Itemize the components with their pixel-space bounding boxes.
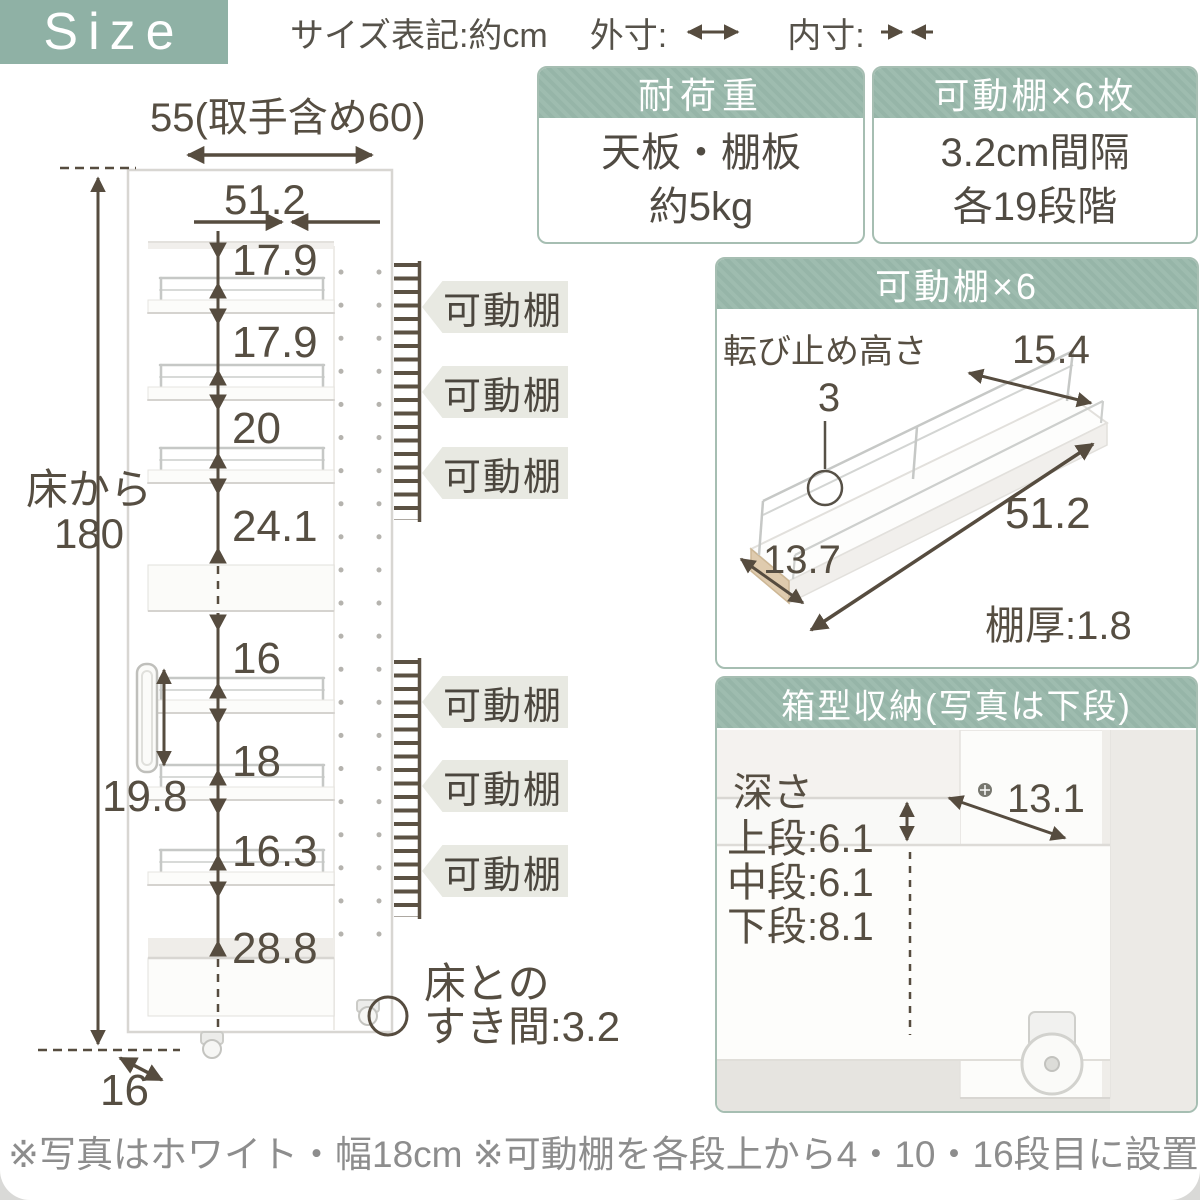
outer-dim-arrow-icon (686, 24, 740, 40)
movable-shelf-tag-2: 可動棚 (422, 366, 568, 418)
shelf-slot-comb-upper (394, 261, 422, 522)
footnote: ※写真はホワイト・幅18cm ※可動棚を各段上から4・10・16段目に設置した場… (8, 1134, 1200, 1175)
caster-left (200, 1031, 224, 1059)
box-upper-depth: 上段:6.1 (727, 817, 874, 861)
tag-label: 可動棚 (442, 375, 563, 418)
size-badge: Size (0, 0, 228, 64)
movable-shelf-tag-5: 可動棚 (422, 760, 568, 812)
shelf-count-title: 可動棚×6枚 (933, 75, 1137, 116)
gap-label-8: 28.8 (232, 924, 318, 973)
box-storage-card: 箱型収納(写真は下段) (715, 676, 1198, 1113)
movable-shelves (147, 276, 335, 886)
movable-shelf-tag-6: 可動棚 (422, 845, 568, 897)
inner-width-label: 51.2 (224, 176, 306, 223)
movable-shelf-detail-card: 可動棚×6 転び止め高さ 3 15.4 (715, 257, 1199, 669)
stopper-height-label: 転び止め高さ (723, 333, 927, 371)
shelf-length-value: 51.2 (1005, 489, 1091, 538)
depth-label: 16 (100, 1066, 149, 1115)
movable-shelf-detail-title: 可動棚×6 (874, 266, 1040, 307)
floor-gap-label-line1: 床との (424, 960, 550, 1007)
fixed-divider (147, 564, 335, 612)
handle-length-label: 19.8 (102, 772, 188, 821)
movable-shelf-tag-1: 可動棚 (422, 281, 568, 333)
load-capacity-card-body: 天板・棚板 約5kg (539, 118, 863, 242)
shelf-board-illustration (739, 349, 1109, 632)
handle (135, 662, 159, 774)
movable-shelf-detail-header: 可動棚×6 (717, 259, 1197, 309)
floor-height-value: 180 (53, 510, 125, 557)
box-lower-depth: 下段:8.1 (727, 905, 874, 949)
shelf-count-card-header: 可動棚×6枚 (874, 68, 1196, 118)
dimension-lines (38, 145, 409, 1082)
tag-label: 可動棚 (442, 456, 563, 499)
inner-dim-label: 内寸: (787, 16, 865, 55)
size-notation-label: サイズ表記:約cm (290, 16, 548, 55)
bottom-box (147, 938, 335, 1017)
tag-label: 可動棚 (442, 290, 563, 333)
size-legend: サイズ表記:約cm 外寸: 内寸: (290, 8, 935, 56)
tag-label: 可動棚 (442, 769, 563, 812)
shelf-count-card-body: 3.2cm間隔 各19段階 (874, 118, 1196, 242)
inner-dim-arrow-icon (880, 24, 933, 40)
tag-label: 可動棚 (442, 854, 563, 897)
movable-shelf-tag-3: 可動棚 (422, 447, 568, 499)
shelf-count-line2: 各19段階 (952, 185, 1118, 229)
shelf-slot-comb-lower (394, 658, 422, 919)
gap-label-1: 17.9 (232, 236, 318, 285)
top-width-label: 55(取手含め60) (150, 96, 426, 140)
tag-label: 可動棚 (442, 685, 563, 728)
box-middle-depth: 中段:6.1 (727, 861, 874, 905)
shelf-count-card: 可動棚×6枚 3.2cm間隔 各19段階 (872, 66, 1198, 244)
outer-dim-label: 外寸: (589, 16, 668, 55)
load-capacity-title: 耐荷重 (637, 75, 764, 116)
gap-label-7: 16.3 (232, 827, 318, 876)
movable-shelf-tag-4: 可動棚 (422, 676, 568, 728)
load-capacity-line1: 天板・棚板 (601, 131, 801, 175)
gap-label-3: 20 (232, 404, 281, 453)
box-storage-header: 箱型収納(写真は下段) (717, 678, 1196, 728)
size-badge-label: Size (43, 3, 185, 61)
shelf-thickness-label: 棚厚:1.8 (985, 604, 1132, 648)
box-opening-depth: 13.1 (1007, 777, 1085, 821)
shelf-count-line1: 3.2cm間隔 (940, 131, 1130, 175)
load-capacity-line2: 約5kg (648, 185, 754, 229)
floor-gap-label-line2: すき間:3.2 (424, 1003, 621, 1050)
box-storage-photo (717, 730, 1196, 1111)
gap-label-5: 16 (232, 634, 281, 683)
gap-label-6: 18 (232, 737, 281, 786)
gap-label-2: 17.9 (232, 318, 318, 367)
load-capacity-card-header: 耐荷重 (539, 68, 863, 118)
load-capacity-card: 耐荷重 天板・棚板 約5kg (537, 66, 865, 244)
box-depth-label: 深さ (733, 771, 813, 815)
box-storage-title: 箱型収納(写真は下段) (781, 687, 1132, 726)
shelf-inner-depth-value: 13.7 (763, 538, 841, 582)
shelf-depth-value: 15.4 (1012, 328, 1090, 372)
floor-height-label: 床から (25, 466, 152, 513)
stopper-height-value: 3 (817, 376, 841, 420)
gap-label-4: 24.1 (232, 502, 318, 551)
